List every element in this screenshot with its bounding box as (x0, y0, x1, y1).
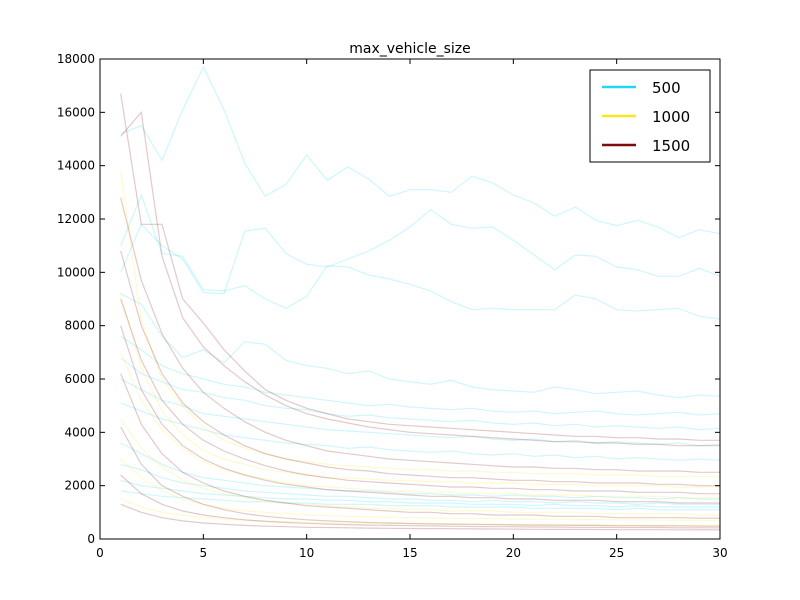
series-line-1500-5 (120, 298, 720, 495)
series-line-1500-10 (120, 503, 720, 531)
y-tick-label: 12000 (57, 212, 95, 226)
series-group-1500 (120, 93, 720, 531)
series-line-1500-9 (120, 474, 720, 529)
y-tick-label: 16000 (57, 105, 95, 119)
y-tick-label: 8000 (64, 319, 95, 333)
series-line-500-4 (120, 293, 720, 399)
series-line-1500-1 (120, 93, 720, 441)
y-tick-label: 4000 (64, 425, 95, 439)
series-line-500-12 (120, 490, 720, 511)
series-line-1500-4 (120, 250, 720, 487)
series-line-1500-6 (120, 325, 720, 504)
y-tick-label: 6000 (64, 372, 95, 386)
series-line-500-5 (120, 335, 720, 416)
legend-label-500: 500 (652, 79, 681, 97)
series-line-1000-3 (120, 352, 720, 499)
series-group-500 (120, 65, 720, 511)
series-group-1000 (120, 170, 720, 527)
series-line-1000-2 (120, 293, 720, 488)
x-tick-label: 0 (96, 546, 104, 560)
chart-title: max_vehicle_size (349, 41, 471, 57)
y-tick-label: 18000 (57, 52, 95, 66)
x-tick-label: 10 (299, 546, 314, 560)
y-tick-label: 10000 (57, 265, 95, 279)
legend: 500 1000 1500 (589, 69, 711, 163)
y-tick-label: 14000 (57, 159, 95, 173)
x-tick-label: 25 (609, 546, 624, 560)
x-tick-label: 15 (402, 546, 417, 560)
legend-label-1500: 1500 (652, 137, 690, 155)
series-line-500-10 (120, 463, 720, 505)
series-line-1000-4 (120, 418, 720, 516)
series-line-500-2 (120, 208, 720, 295)
series-line-500-8 (120, 402, 720, 461)
series-line-1500-2 (120, 110, 720, 447)
series-line-500-9 (120, 442, 720, 500)
x-tick-label: 30 (712, 546, 727, 560)
series-line-500-3 (120, 193, 720, 320)
series-line-1000-6 (120, 498, 720, 527)
series-line-1500-3 (120, 197, 720, 473)
series-line-1500-8 (120, 426, 720, 527)
series-line-500-7 (120, 378, 720, 447)
series-line-1500-7 (120, 373, 720, 519)
y-tick-label: 0 (87, 532, 95, 546)
series-line-1000-1 (120, 170, 720, 477)
axes: 0 5 10 15 20 25 30 0 2000 4000 6000 8000 10000 12000 1… (57, 52, 728, 560)
y-tick-label: 2000 (64, 479, 95, 493)
x-tick-label: 20 (506, 546, 521, 560)
series-line-500-6 (120, 357, 720, 431)
x-tick-label: 5 (200, 546, 208, 560)
series-line-500-11 (120, 479, 720, 508)
series-lines (120, 65, 720, 531)
series-line-1000-5 (120, 458, 720, 521)
series-line-500-1 (120, 65, 720, 239)
legend-label-1000: 1000 (652, 108, 690, 126)
